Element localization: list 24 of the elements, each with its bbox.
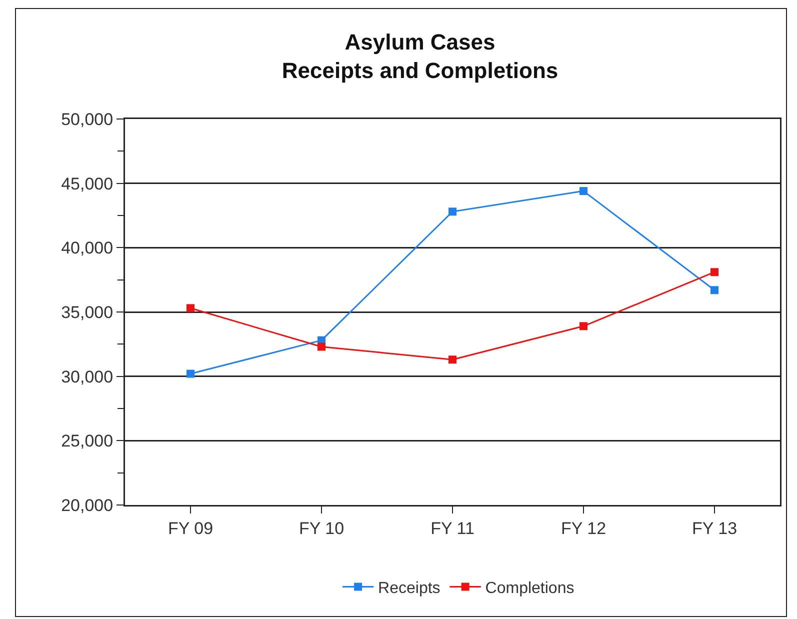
y-tick-label: 45,000 — [61, 174, 114, 194]
x-tick-label: FY 12 — [560, 518, 606, 538]
x-tick-label: FY 13 — [692, 518, 738, 538]
point — [448, 356, 456, 364]
y-tick-label: 25,000 — [61, 432, 114, 451]
x-tick-label: FY 11 — [430, 518, 474, 538]
point — [580, 187, 588, 196]
legend-label: Completions — [485, 580, 574, 597]
point — [448, 208, 456, 216]
y-tick-label: 50,000 — [61, 110, 114, 129]
point — [710, 268, 718, 276]
point — [580, 322, 588, 330]
legend-label: Receipts — [378, 580, 440, 597]
y-tick-label: 40,000 — [61, 238, 114, 258]
point — [186, 370, 194, 378]
y-tick-label: 35,000 — [61, 302, 114, 322]
point — [318, 342, 326, 351]
point — [710, 286, 718, 294]
y-tick-label: 30,000 — [61, 367, 114, 386]
x-tick-label: FY 10 — [298, 518, 344, 538]
point — [186, 304, 194, 312]
y-tick-label: 20,000 — [61, 496, 114, 515]
x-tick-label: FY 09 — [168, 518, 214, 538]
chart-title: Asylum Cases Receipts and Completions — [282, 30, 558, 84]
